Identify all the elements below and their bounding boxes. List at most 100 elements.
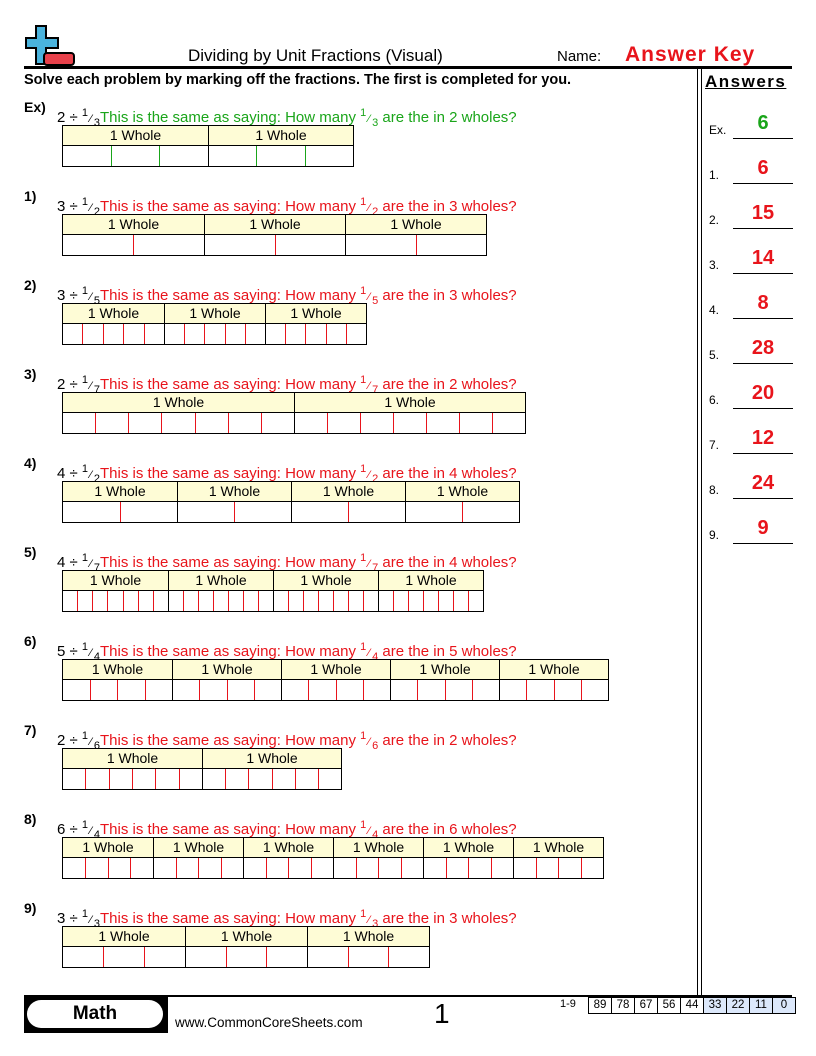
fraction-cell[interactable] xyxy=(318,591,333,611)
fraction-cell[interactable] xyxy=(490,858,514,878)
fraction-cell[interactable] xyxy=(288,591,303,611)
fraction-cell[interactable] xyxy=(424,858,446,878)
fraction-cell[interactable] xyxy=(345,324,366,344)
fraction-cell[interactable] xyxy=(63,413,95,433)
fraction-cell[interactable] xyxy=(225,947,267,967)
fraction-cell[interactable] xyxy=(119,502,178,522)
fraction-cell[interactable] xyxy=(388,947,429,967)
fraction-cell[interactable] xyxy=(362,680,390,700)
fraction-cell[interactable] xyxy=(526,680,553,700)
fraction-cell[interactable] xyxy=(417,680,444,700)
fraction-cell[interactable] xyxy=(178,769,202,789)
fraction-cell[interactable] xyxy=(468,858,491,878)
fraction-cell[interactable] xyxy=(228,591,243,611)
fraction-cell[interactable] xyxy=(165,324,184,344)
fraction-cell[interactable] xyxy=(175,858,199,878)
fraction-cell[interactable] xyxy=(360,413,393,433)
fraction-cell[interactable] xyxy=(438,591,453,611)
fraction-cell[interactable] xyxy=(266,324,285,344)
fraction-cell[interactable] xyxy=(580,858,604,878)
fraction-cell[interactable] xyxy=(173,680,199,700)
fraction-cell[interactable] xyxy=(325,324,346,344)
fraction-cell[interactable] xyxy=(63,146,111,166)
fraction-cell[interactable] xyxy=(226,680,254,700)
fraction-cell[interactable] xyxy=(459,413,492,433)
fraction-cell[interactable] xyxy=(244,324,265,344)
fraction-cell[interactable] xyxy=(130,858,153,878)
fraction-cell[interactable] xyxy=(282,680,308,700)
fraction-cell[interactable] xyxy=(198,591,213,611)
fraction-cell[interactable] xyxy=(244,858,266,878)
fraction-cell[interactable] xyxy=(205,235,275,255)
fraction-cell[interactable] xyxy=(225,769,248,789)
fraction-cell[interactable] xyxy=(285,324,305,344)
fraction-cell[interactable] xyxy=(355,858,379,878)
fraction-cell[interactable] xyxy=(84,858,108,878)
fraction-cell[interactable] xyxy=(85,769,108,789)
fraction-cell[interactable] xyxy=(295,413,327,433)
fraction-cell[interactable] xyxy=(63,769,85,789)
fraction-cell[interactable] xyxy=(95,413,128,433)
fraction-cell[interactable] xyxy=(348,591,363,611)
fraction-cell[interactable] xyxy=(198,858,221,878)
fraction-cell[interactable] xyxy=(209,146,256,166)
fraction-cell[interactable] xyxy=(335,680,363,700)
fraction-cell[interactable] xyxy=(256,146,304,166)
fraction-cell[interactable] xyxy=(500,680,526,700)
fraction-cell[interactable] xyxy=(154,858,176,878)
fraction-cell[interactable] xyxy=(253,680,281,700)
fraction-cell[interactable] xyxy=(155,769,178,789)
fraction-cell[interactable] xyxy=(186,947,226,967)
fraction-cell[interactable] xyxy=(92,591,107,611)
fraction-cell[interactable] xyxy=(271,769,295,789)
fraction-cell[interactable] xyxy=(122,591,138,611)
fraction-cell[interactable] xyxy=(308,947,348,967)
fraction-cell[interactable] xyxy=(514,858,536,878)
fraction-cell[interactable] xyxy=(89,680,118,700)
fraction-cell[interactable] xyxy=(137,591,153,611)
fraction-cell[interactable] xyxy=(553,680,581,700)
fraction-cell[interactable] xyxy=(406,502,462,522)
fraction-cell[interactable] xyxy=(266,947,307,967)
fraction-cell[interactable] xyxy=(144,947,185,967)
fraction-cell[interactable] xyxy=(308,680,335,700)
fraction-cell[interactable] xyxy=(292,502,348,522)
fraction-cell[interactable] xyxy=(248,769,271,789)
fraction-cell[interactable] xyxy=(317,769,341,789)
fraction-cell[interactable] xyxy=(144,680,173,700)
fraction-cell[interactable] xyxy=(334,858,356,878)
fraction-cell[interactable] xyxy=(194,413,228,433)
fraction-cell[interactable] xyxy=(535,858,559,878)
fraction-cell[interactable] xyxy=(63,235,133,255)
fraction-cell[interactable] xyxy=(327,413,360,433)
fraction-cell[interactable] xyxy=(444,680,472,700)
fraction-cell[interactable] xyxy=(304,146,353,166)
fraction-cell[interactable] xyxy=(348,502,405,522)
fraction-cell[interactable] xyxy=(184,324,204,344)
fraction-cell[interactable] xyxy=(303,591,318,611)
fraction-cell[interactable] xyxy=(133,235,204,255)
fraction-cell[interactable] xyxy=(408,591,423,611)
fraction-cell[interactable] xyxy=(224,324,245,344)
fraction-cell[interactable] xyxy=(204,324,224,344)
fraction-cell[interactable] xyxy=(305,324,325,344)
fraction-cell[interactable] xyxy=(152,591,168,611)
fraction-cell[interactable] xyxy=(203,769,225,789)
fraction-cell[interactable] xyxy=(445,858,469,878)
fraction-cell[interactable] xyxy=(453,591,468,611)
fraction-cell[interactable] xyxy=(77,591,92,611)
fraction-cell[interactable] xyxy=(258,591,273,611)
fraction-cell[interactable] xyxy=(471,680,499,700)
fraction-cell[interactable] xyxy=(103,947,144,967)
fraction-cell[interactable] xyxy=(143,324,164,344)
fraction-cell[interactable] xyxy=(227,413,261,433)
fraction-cell[interactable] xyxy=(107,591,122,611)
fraction-cell[interactable] xyxy=(310,858,334,878)
fraction-cell[interactable] xyxy=(63,502,120,522)
fraction-cell[interactable] xyxy=(82,324,102,344)
fraction-cell[interactable] xyxy=(63,680,90,700)
fraction-cell[interactable] xyxy=(123,324,143,344)
fraction-cell[interactable] xyxy=(234,502,291,522)
fraction-cell[interactable] xyxy=(468,591,483,611)
fraction-cell[interactable] xyxy=(580,680,608,700)
